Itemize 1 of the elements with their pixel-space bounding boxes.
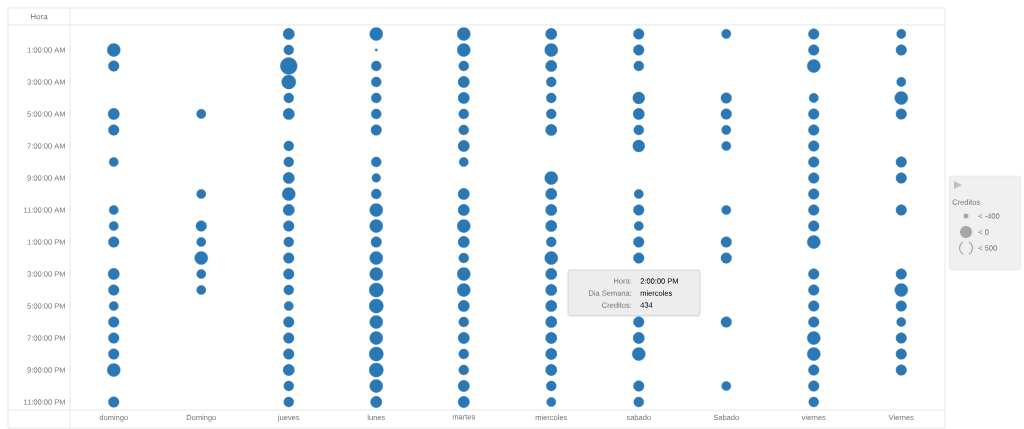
y-axis-title: Hora	[30, 13, 48, 20]
